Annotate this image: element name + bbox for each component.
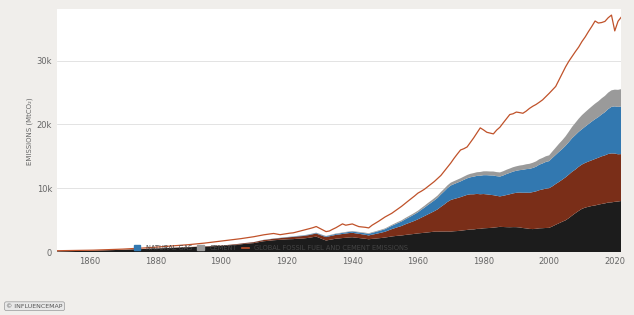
Legend: NATURAL GAS, CEMENT, GLOBAL FOSSIL FUEL AND CEMENT EMISSIONS: NATURAL GAS, CEMENT, GLOBAL FOSSIL FUEL … — [134, 245, 408, 251]
Text: © INFLUENCEMAP: © INFLUENCEMAP — [6, 304, 63, 309]
Y-axis label: EMISSIONS (MtCO₂): EMISSIONS (MtCO₂) — [26, 97, 32, 164]
